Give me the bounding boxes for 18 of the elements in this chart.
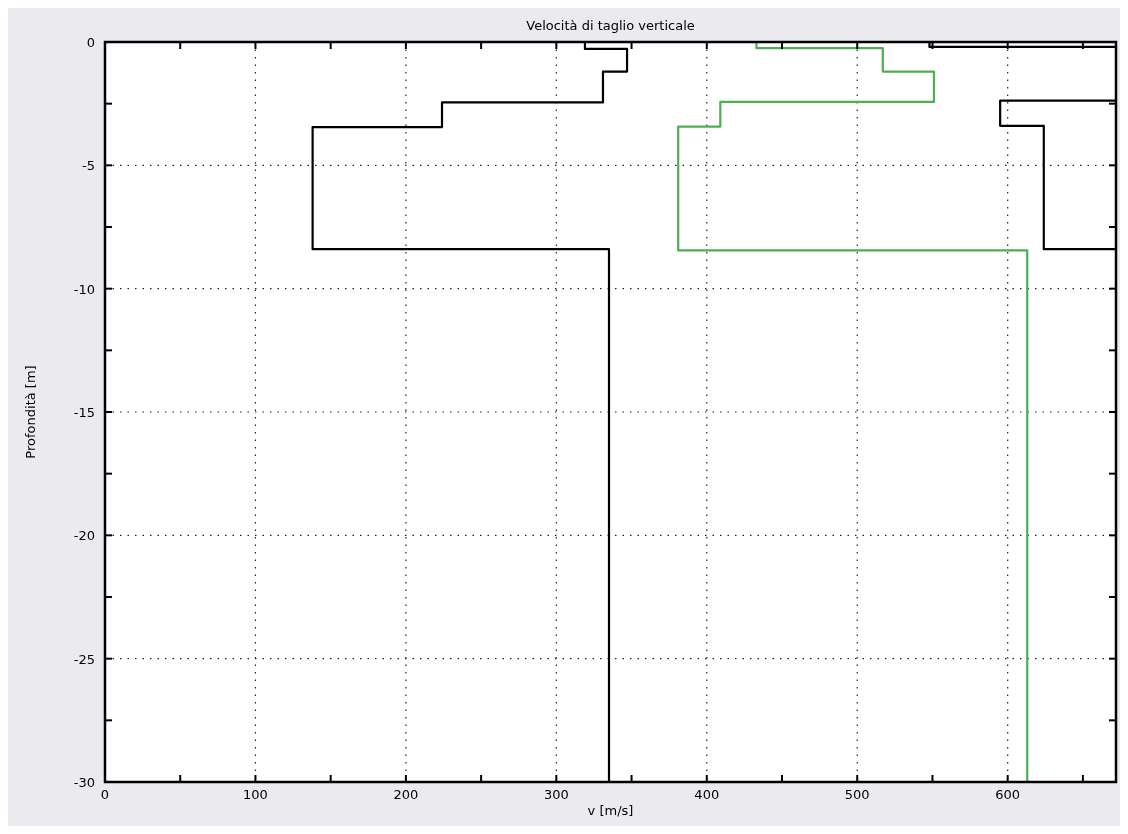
x-tick-label: 400 [694,787,720,802]
x-tick-label: 200 [393,787,419,802]
y-tick-label: -20 [73,528,95,544]
line-series [677,42,1029,782]
y-tick-label: -30 [73,775,95,790]
x-tick-label: 100 [243,787,268,802]
x-tick-label: 500 [844,787,870,802]
x-tick-label: 0 [100,787,110,802]
x-tick-label: 600 [995,787,1021,802]
x-tick-label: 300 [543,787,569,802]
x-axis-title: v [m/s] [587,803,634,818]
y-tick-label: -10 [73,281,95,297]
y-tick-label: -25 [73,651,95,667]
y-tick-label: 0 [86,35,95,50]
y-tick-label: -5 [82,158,95,174]
chart-title: Velocità di taglio verticale [526,18,695,33]
y-tick-label: -15 [73,405,95,420]
y-axis-title: Profondità [m] [23,365,38,459]
